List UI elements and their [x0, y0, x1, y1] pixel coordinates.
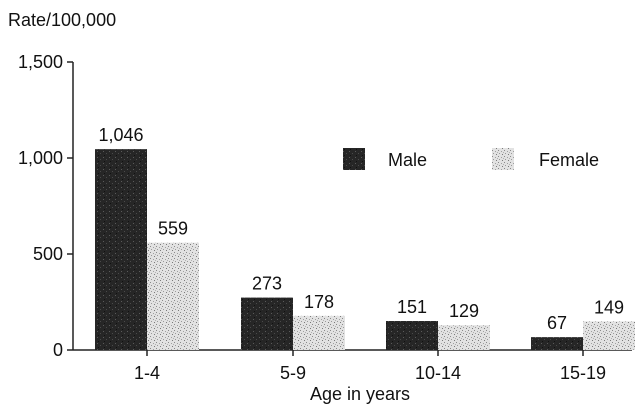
x-axis-title: Age in years — [310, 384, 410, 404]
bar-male-1-4 — [95, 149, 147, 350]
bar-female-10-14 — [438, 325, 490, 350]
legend-label-female: Female — [539, 150, 599, 170]
x-tick-label: 15-19 — [560, 363, 606, 383]
value-labels-group: 1,046 559 273 178 151 129 67 149 — [98, 125, 624, 333]
value-label-female-1-4: 559 — [158, 219, 188, 239]
bars-group — [95, 149, 635, 350]
value-label-male-5-9: 273 — [252, 274, 282, 294]
value-label-male-15-19: 67 — [547, 313, 567, 333]
bar-female-5-9 — [293, 315, 345, 350]
y-tick-label: 1,500 — [18, 52, 63, 72]
legend-swatch-male — [343, 148, 365, 170]
y-tick-label: 1,000 — [18, 148, 63, 168]
bar-male-15-19 — [531, 337, 583, 350]
bar-female-1-4 — [147, 242, 199, 350]
value-label-female-10-14: 129 — [449, 301, 479, 321]
x-tick-label: 10-14 — [415, 363, 461, 383]
bar-male-10-14 — [386, 321, 438, 350]
legend: Male Female — [343, 148, 599, 170]
bar-female-15-19 — [583, 321, 635, 350]
legend-swatch-female — [492, 148, 514, 170]
y-axis-ticks: 0 500 1,000 1,500 — [18, 52, 73, 360]
value-label-male-1-4: 1,046 — [98, 125, 143, 145]
value-label-male-10-14: 151 — [397, 297, 427, 317]
y-tick-label: 500 — [33, 244, 63, 264]
x-tick-label: 5-9 — [280, 363, 306, 383]
value-label-female-15-19: 149 — [594, 297, 624, 317]
y-tick-label: 0 — [53, 340, 63, 360]
x-axis-ticks: 1-4 5-9 10-14 15-19 — [134, 350, 606, 383]
y-axis-title: Rate/100,000 — [8, 10, 116, 30]
bar-male-5-9 — [241, 297, 293, 350]
legend-label-male: Male — [388, 150, 427, 170]
x-tick-label: 1-4 — [134, 363, 160, 383]
value-label-female-5-9: 178 — [304, 292, 334, 312]
